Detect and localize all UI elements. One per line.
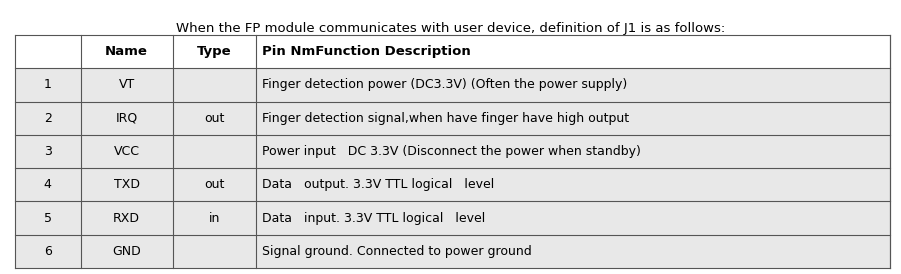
Bar [15, 68, 890, 102]
Text: in: in [208, 212, 220, 225]
Text: RXD: RXD [113, 212, 140, 225]
Text: Power input   DC 3.3V (Disconnect the power when standby): Power input DC 3.3V (Disconnect the powe… [261, 145, 641, 158]
Text: When the FP module communicates with user device, definition of J1 is as follows: When the FP module communicates with use… [176, 22, 725, 35]
Bar [15, 235, 890, 268]
Text: out: out [204, 178, 224, 191]
Text: 3: 3 [44, 145, 51, 158]
Text: VCC: VCC [114, 145, 140, 158]
Text: Name: Name [105, 45, 148, 58]
Text: Finger detection power (DC3.3V) (Often the power supply): Finger detection power (DC3.3V) (Often t… [261, 78, 627, 92]
Text: Data   input. 3.3V TTL logical   level: Data input. 3.3V TTL logical level [261, 212, 485, 225]
Text: GND: GND [113, 245, 141, 258]
Text: 2: 2 [44, 112, 51, 125]
Text: VT: VT [118, 78, 134, 92]
Text: IRQ: IRQ [115, 112, 138, 125]
Text: 1: 1 [44, 78, 51, 92]
Bar [15, 168, 890, 201]
Bar [15, 201, 890, 235]
Text: Finger detection signal,when have finger have high output: Finger detection signal,when have finger… [261, 112, 629, 125]
Text: 4: 4 [44, 178, 51, 191]
Text: 6: 6 [44, 245, 51, 258]
Bar [15, 135, 890, 168]
Text: out: out [204, 112, 224, 125]
Text: Pin NmFunction Description: Pin NmFunction Description [261, 45, 470, 58]
Bar [15, 102, 890, 135]
Text: TXD: TXD [114, 178, 140, 191]
Text: Type: Type [196, 45, 232, 58]
Text: Signal ground. Connected to power ground: Signal ground. Connected to power ground [261, 245, 532, 258]
Text: Data   output. 3.3V TTL logical   level: Data output. 3.3V TTL logical level [261, 178, 494, 191]
Text: 5: 5 [44, 212, 52, 225]
Bar [15, 35, 890, 68]
